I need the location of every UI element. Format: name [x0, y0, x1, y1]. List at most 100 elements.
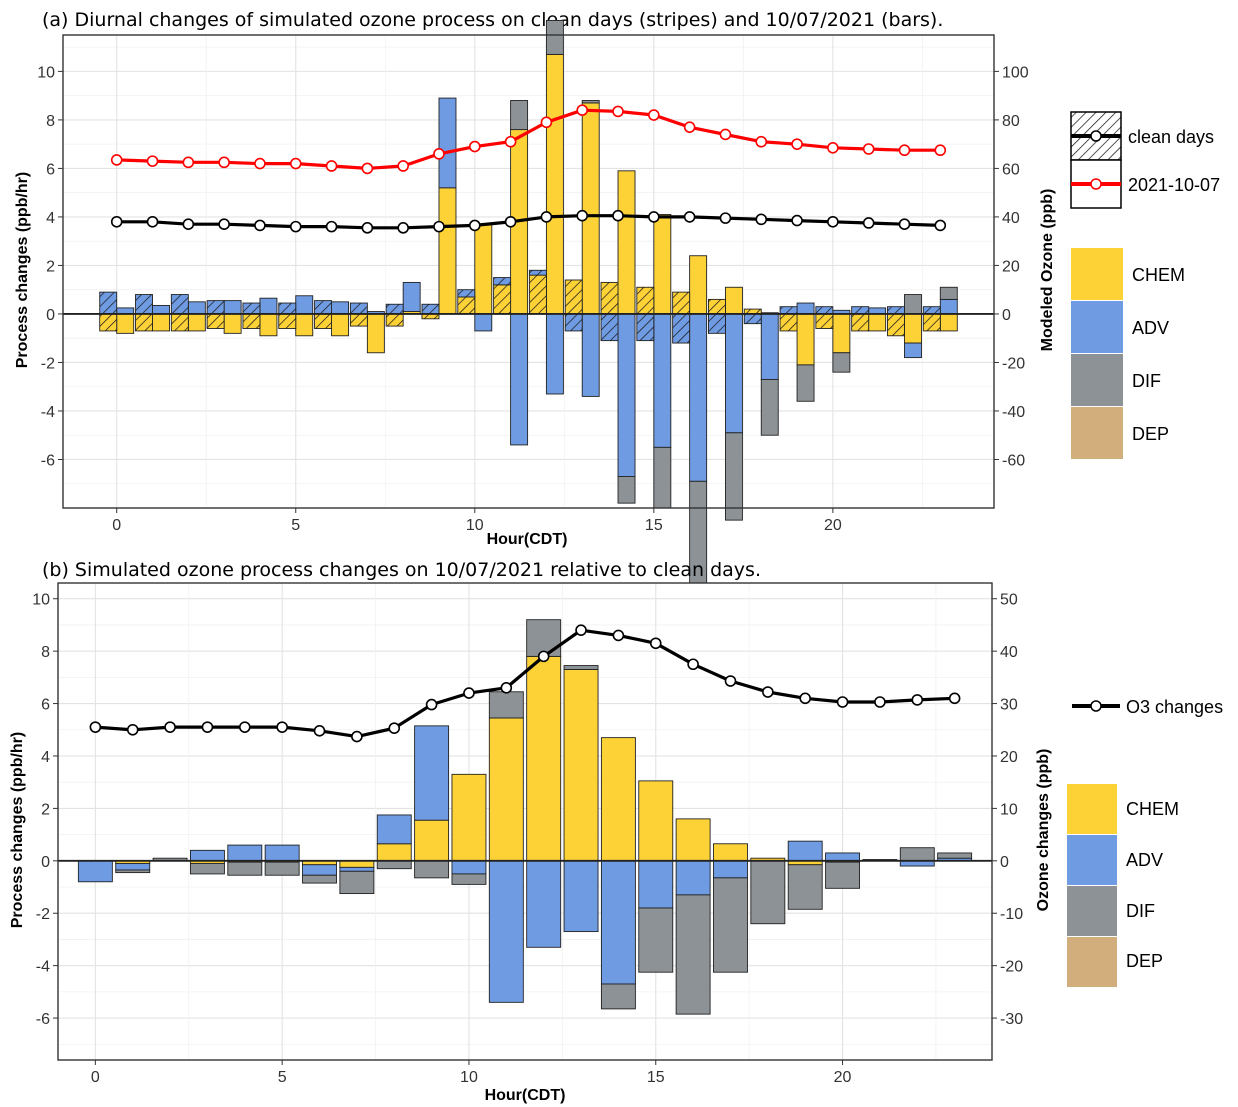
y2-tick-label: 30 — [1000, 697, 1018, 714]
y-tick-label: -2 — [36, 906, 50, 923]
diff-bar-dif — [787, 864, 823, 910]
line-marker — [504, 215, 517, 228]
oct-bar-chem — [366, 313, 385, 354]
clean-bar-hatch — [708, 299, 726, 314]
diff-bar-dif — [488, 691, 524, 719]
line-marker — [934, 219, 947, 232]
clean-bar-hatch — [815, 313, 833, 329]
clean-bar-hatch — [815, 306, 833, 314]
y-tick-label: 6 — [41, 697, 50, 714]
line-marker — [463, 687, 475, 699]
diff-bar-dif — [825, 861, 861, 889]
pa-plot-background — [63, 35, 994, 508]
oct-bar-chem — [617, 170, 636, 315]
clean-bar-hatch — [421, 304, 439, 314]
diff-bar-chem — [713, 843, 748, 862]
clean-bar-hatch — [851, 306, 869, 314]
y2-tick-label: 0 — [1000, 854, 1009, 871]
line-marker — [146, 155, 159, 167]
line-marker — [540, 211, 553, 223]
clean-bar-hatch — [386, 313, 404, 327]
oct-bar-chem — [796, 313, 815, 366]
oct-bar-dif — [617, 476, 636, 504]
diff-bar-dif — [115, 869, 151, 874]
legend-b-chem-swatch — [1067, 784, 1117, 834]
line-marker — [576, 209, 589, 222]
diff-bar-chem — [526, 655, 562, 862]
diff-bar-adv — [376, 814, 412, 845]
clean-bar-hatch — [493, 284, 511, 314]
oct-bar-adv — [653, 313, 672, 448]
diff-bar-adv — [638, 860, 674, 909]
y2-tick-label: 20 — [1002, 258, 1020, 275]
line-marker — [361, 162, 374, 175]
line-marker — [911, 694, 924, 706]
clean-bar-hatch — [851, 313, 869, 331]
diff-bar-chem — [339, 860, 375, 868]
legend-b-adv-swatch — [1067, 835, 1117, 885]
clean-bar-hatch — [135, 313, 153, 331]
line-marker — [755, 213, 768, 226]
clean-bar-hatch — [314, 300, 332, 314]
line-marker — [110, 215, 123, 228]
y2-tick-label: -20 — [1000, 959, 1023, 976]
diff-bar-adv — [488, 860, 524, 1003]
line-marker — [687, 658, 699, 671]
clean-bar-hatch — [887, 306, 905, 314]
panel-b-grid — [58, 583, 992, 1060]
clean-bar-hatch — [780, 306, 798, 314]
diff-bar-dif — [563, 665, 599, 670]
panel-b-x-axis-label: Hour(CDT) — [485, 1087, 566, 1104]
line-marker — [218, 156, 230, 169]
diff-bar-adv — [339, 866, 375, 872]
oct-bar-chem — [581, 102, 600, 315]
y-tick-label: -4 — [36, 959, 50, 976]
line-marker — [762, 686, 774, 698]
oct-bar-dif — [760, 378, 779, 436]
diff-bar-adv — [115, 862, 151, 871]
y2-tick-label: -10 — [1000, 906, 1023, 923]
y2-tick-label: 50 — [1000, 592, 1018, 609]
line-marker — [325, 160, 338, 172]
oct-bar-dif — [724, 432, 743, 521]
oct-bar-adv — [187, 301, 206, 315]
y-tick-label: 4 — [46, 210, 55, 227]
y2-tick-label: 20 — [1000, 749, 1018, 766]
diff-bar-dif — [339, 870, 375, 895]
panel-b-legend-fills: CHEM ADV DIF DEP — [1067, 784, 1179, 987]
clean-bar-hatch — [780, 313, 798, 331]
line-marker — [425, 698, 438, 711]
oct-bar-adv — [939, 298, 958, 315]
line-marker — [575, 624, 587, 636]
oct-bar-adv — [116, 307, 135, 315]
y2-tick-label: -20 — [1002, 355, 1025, 372]
oct-bar-chem — [187, 313, 206, 332]
x-tick-label: 0 — [112, 517, 121, 534]
clean-bar-hatch — [207, 313, 225, 329]
y2-tick-label: 10 — [1000, 801, 1018, 818]
oct-bar-adv — [581, 313, 600, 397]
oct-bar-adv — [689, 313, 708, 482]
legend-oct7-marker — [1090, 178, 1102, 190]
line-marker — [948, 692, 961, 705]
panel-b-title: (b) Simulated ozone process changes on 1… — [42, 559, 761, 581]
diff-bar-chem — [488, 717, 524, 862]
clean-bar-hatch — [565, 313, 583, 331]
legend-a-adv-label: ADV — [1132, 318, 1169, 338]
y-tick-label: 8 — [41, 644, 50, 661]
oct-bar-adv — [152, 305, 170, 315]
oct-bar-dif — [653, 446, 672, 509]
diff-bar-adv — [600, 860, 636, 985]
diff-bar-dif — [937, 852, 973, 859]
oct-bar-adv — [474, 313, 493, 332]
clean-bar-hatch — [565, 279, 583, 314]
diff-bar-dif — [899, 847, 935, 862]
clean-bar-hatch — [350, 303, 368, 314]
line-marker — [649, 637, 662, 650]
oct-bar-adv — [904, 342, 922, 359]
oct-bar-adv — [760, 313, 779, 380]
clean-bar-hatch — [457, 296, 475, 314]
clean-bar-hatch — [171, 313, 189, 331]
panel-a-legend-fills: CHEM ADV DIF DEP — [1071, 248, 1185, 459]
line-marker — [504, 135, 517, 148]
